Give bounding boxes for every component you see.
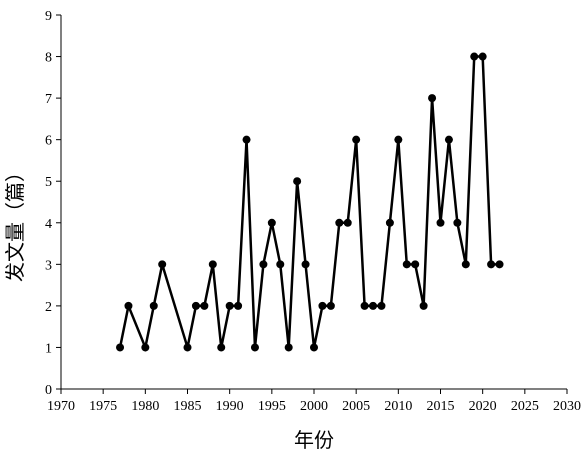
data-point (326, 301, 335, 310)
chart-axes (60, 15, 567, 390)
data-point (200, 301, 209, 310)
data-point (444, 135, 453, 144)
data-point (385, 218, 394, 227)
series-line (118, 55, 500, 352)
data-point (352, 135, 361, 144)
x-tick-label: 2000 (300, 399, 328, 414)
data-point (267, 218, 276, 227)
data-point (318, 301, 327, 310)
y-tick-label: 4 (45, 217, 52, 232)
x-axis-ticks: 1970 1975 1980 1985 1990 1995 2000 2005 2010 2015… (47, 389, 581, 414)
x-tick-label: 2020 (469, 399, 497, 414)
data-point (377, 301, 386, 310)
x-tick-label: 1970 (47, 399, 75, 414)
x-axis-title: 年份 (294, 428, 334, 452)
data-point (124, 301, 133, 310)
data-point (158, 260, 167, 269)
data-point (183, 343, 192, 352)
x-tick-label: 2010 (384, 399, 412, 414)
data-point (461, 260, 470, 269)
data-point (141, 343, 150, 352)
data-point (208, 260, 217, 269)
y-tick-label: 8 (45, 51, 52, 66)
x-tick-label: 1975 (89, 399, 117, 414)
y-tick-label: 0 (45, 383, 52, 398)
data-point (335, 218, 344, 227)
data-point (419, 301, 428, 310)
data-point (284, 343, 293, 352)
data-point (402, 260, 411, 269)
y-tick-label: 7 (45, 92, 52, 107)
data-point (293, 177, 302, 186)
x-tick-label: 1995 (258, 399, 286, 414)
x-tick-label: 2025 (511, 399, 539, 414)
y-tick-label: 2 (45, 300, 52, 315)
data-point (369, 301, 378, 310)
data-point (495, 260, 504, 269)
data-point (478, 52, 487, 61)
data-point (191, 301, 200, 310)
data-point (276, 260, 285, 269)
data-point (436, 218, 445, 227)
data-point (259, 260, 268, 269)
data-point (453, 218, 462, 227)
data-point (301, 260, 310, 269)
y-tick-label: 9 (45, 9, 52, 24)
y-axis-title: 发文量（篇） (3, 162, 27, 282)
data-point (411, 260, 420, 269)
data-point (250, 343, 259, 352)
data-point (217, 343, 226, 352)
y-tick-label: 6 (45, 134, 52, 149)
data-point (116, 343, 125, 352)
data-point (343, 218, 352, 227)
x-tick-label: 1990 (216, 399, 244, 414)
y-tick-label: 3 (45, 258, 52, 273)
data-point (242, 135, 251, 144)
data-point (394, 135, 403, 144)
y-tick-label: 1 (45, 341, 52, 356)
x-tick-label: 1985 (174, 399, 202, 414)
data-point (487, 260, 496, 269)
x-tick-label: 2015 (427, 399, 455, 414)
data-point (310, 343, 318, 352)
y-axis-ticks: 0 1 2 3 4 5 6 7 8 9 (45, 9, 61, 398)
data-point (470, 52, 479, 61)
data-point (225, 301, 234, 310)
x-tick-label: 1980 (131, 399, 159, 414)
data-point (234, 301, 243, 310)
data-point (428, 94, 437, 103)
y-tick-label: 5 (45, 175, 52, 190)
data-point (360, 301, 369, 310)
data-series (116, 52, 504, 352)
x-tick-label: 2030 (553, 399, 581, 414)
x-tick-label: 2005 (342, 399, 370, 414)
data-point (149, 301, 158, 310)
